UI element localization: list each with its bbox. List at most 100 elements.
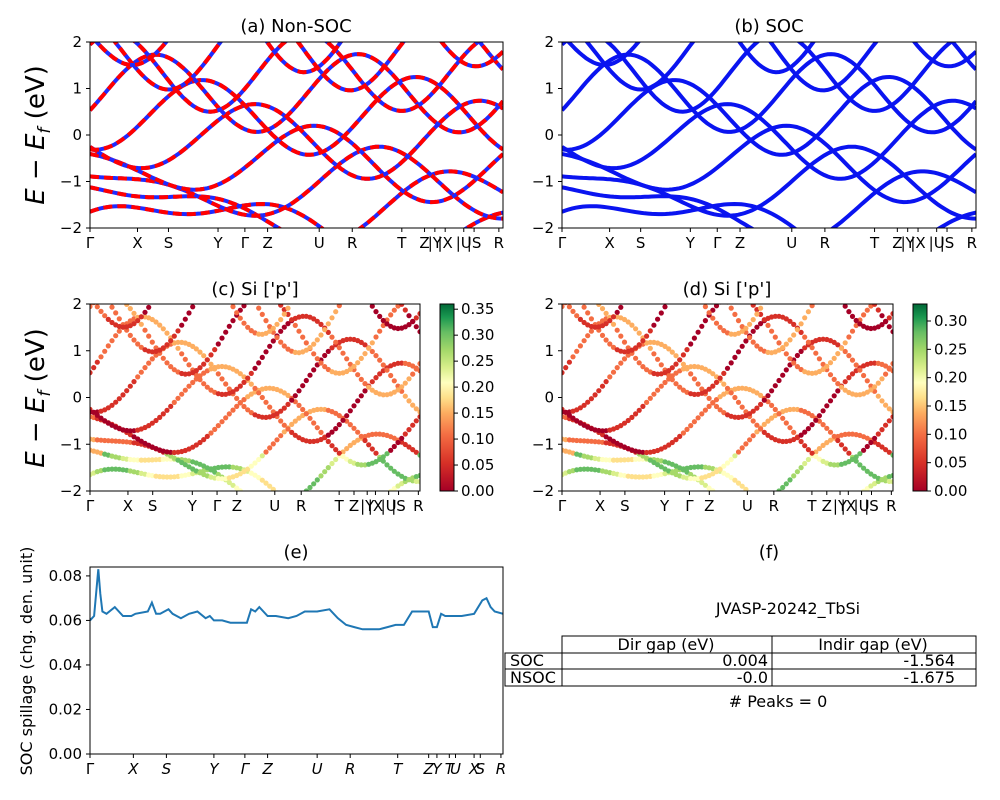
projected-point — [333, 447, 339, 453]
projected-point — [252, 498, 257, 503]
panel-e-ytick-label: 0.04 — [49, 656, 82, 674]
projected-point — [677, 357, 683, 363]
projected-point — [750, 408, 756, 414]
projected-point — [610, 344, 617, 350]
projected-point — [843, 273, 848, 278]
panel-c-xtick-label: |Y — [360, 497, 375, 515]
projected-point — [802, 443, 808, 449]
panel-c-xtick-label: X — [123, 497, 133, 515]
projected-point — [691, 464, 698, 470]
material-name: JVASP-20242_TbSi — [715, 599, 860, 619]
projected-point — [369, 340, 375, 346]
panel-b-xtick-label: |X — [910, 234, 925, 252]
projected-point — [417, 294, 422, 299]
projected-point — [732, 394, 738, 401]
projected-point — [182, 316, 188, 322]
projected-point — [270, 486, 276, 491]
projected-point — [695, 415, 701, 421]
projected-point — [285, 426, 291, 432]
projected-point — [883, 294, 888, 299]
projected-point — [868, 387, 874, 393]
projected-point — [618, 333, 624, 339]
projected-point — [817, 292, 822, 297]
table-row-label: SOC — [510, 651, 544, 670]
projected-point — [164, 474, 170, 480]
projected-point — [887, 294, 892, 299]
projected-point — [835, 342, 841, 348]
projected-point — [344, 292, 349, 297]
projected-point — [289, 429, 295, 435]
projected-point — [106, 292, 111, 297]
projected-point — [243, 490, 245, 491]
panel-c-xtick-label: Γ — [86, 497, 95, 515]
panel-b-xtick-label: Γ — [558, 234, 567, 252]
projected-point — [783, 316, 789, 322]
projected-point — [98, 289, 103, 294]
projected-point — [846, 353, 852, 359]
projected-point — [212, 347, 218, 353]
projected-point — [380, 454, 386, 460]
panel-b-ytick-label: 1 — [544, 80, 554, 98]
panel-c-xtick-label: R — [413, 497, 423, 515]
projected-point — [780, 372, 786, 378]
projected-point — [684, 426, 690, 432]
projected-point — [621, 316, 628, 323]
projected-point — [794, 469, 801, 475]
projected-point — [853, 317, 859, 324]
projected-point — [827, 360, 834, 366]
projected-point — [787, 523, 792, 528]
projected-point — [373, 274, 378, 279]
projected-point — [333, 255, 338, 260]
projected-point — [647, 395, 653, 401]
projected-point — [402, 307, 408, 313]
projected-point — [824, 274, 829, 279]
projected-point — [417, 414, 420, 420]
projected-point — [127, 306, 133, 312]
projected-point — [662, 379, 668, 386]
projected-point — [175, 345, 181, 351]
projected-point — [570, 294, 575, 299]
projected-point — [406, 376, 412, 382]
projected-point — [190, 379, 196, 386]
projected-point — [754, 422, 760, 428]
projected-point — [835, 274, 840, 279]
projected-point — [806, 525, 811, 530]
projected-point — [318, 332, 324, 338]
projected-point — [226, 464, 232, 470]
projected-point — [410, 294, 415, 299]
projected-point — [799, 254, 804, 259]
projected-point — [809, 413, 815, 419]
projected-point — [791, 429, 797, 435]
projected-point — [241, 469, 247, 475]
projected-point — [787, 337, 793, 343]
projected-point — [651, 322, 657, 328]
projected-point — [636, 407, 642, 413]
projected-point — [296, 328, 302, 334]
projected-point — [175, 262, 180, 267]
projected-point — [827, 372, 834, 378]
projected-point — [784, 521, 789, 526]
projected-point — [109, 338, 115, 344]
projected-point — [245, 324, 251, 330]
projected-point — [802, 526, 807, 531]
projected-point — [562, 304, 565, 310]
projected-point — [362, 274, 367, 279]
panel-c-xtick-label: Z — [349, 497, 359, 515]
projected-point — [95, 297, 100, 302]
band-line — [562, 52, 976, 135]
panel-e-xtick-label: Γ — [86, 760, 95, 778]
projected-point — [872, 384, 878, 390]
projected-point — [838, 384, 845, 390]
projected-point — [413, 478, 419, 484]
projected-point — [135, 374, 141, 380]
projected-point — [875, 441, 881, 448]
projected-point — [307, 269, 312, 274]
projected-point — [688, 341, 694, 347]
projected-point — [373, 353, 379, 359]
projected-point — [307, 372, 313, 378]
panel-e-ylabel: SOC spillage (chg. den. unit) — [17, 547, 36, 776]
projected-point — [824, 403, 830, 409]
panel-d-colorbar — [912, 303, 928, 492]
colorbar-tick-label: 0.00 — [934, 482, 967, 500]
panel-b-xtick-label: T — [869, 234, 880, 252]
